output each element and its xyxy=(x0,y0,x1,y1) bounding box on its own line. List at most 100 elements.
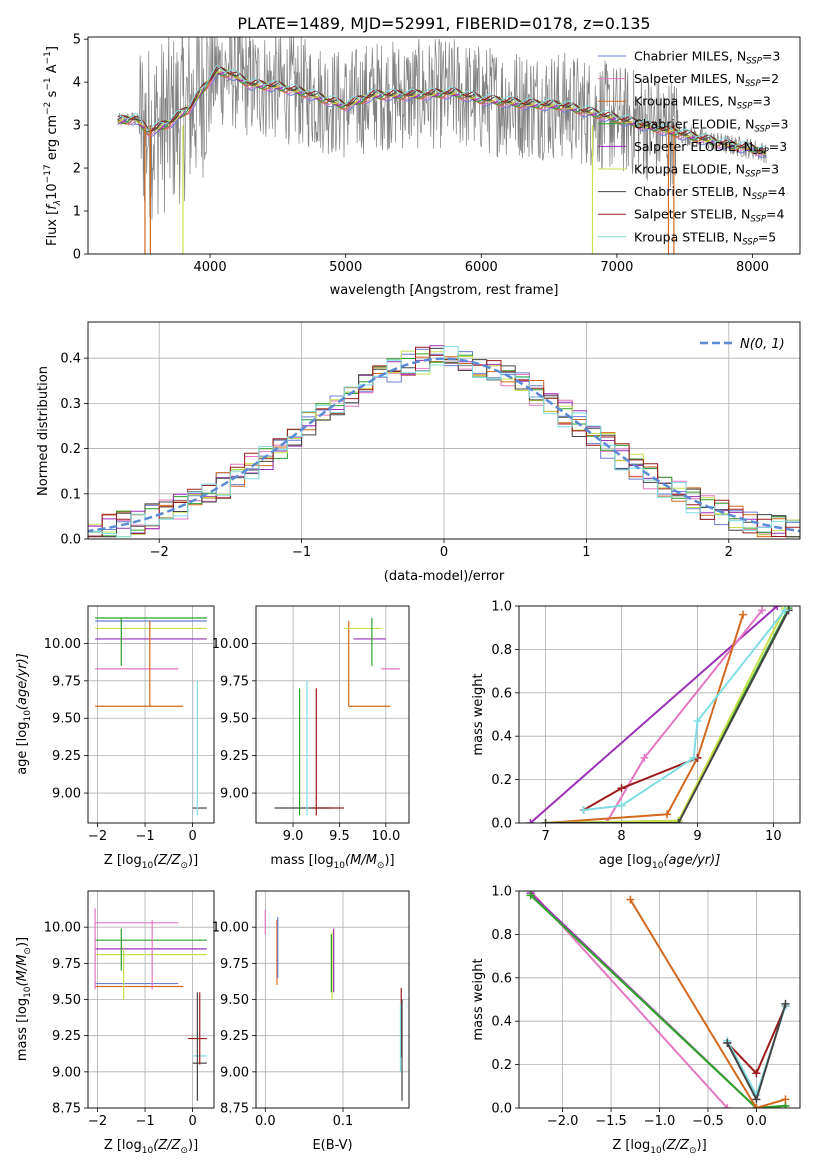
y-tick-label: 9.00 xyxy=(220,1065,249,1080)
y-tick-label: 5 xyxy=(73,33,81,48)
data-point xyxy=(781,1095,789,1103)
y-tick-label: 9.75 xyxy=(52,957,81,972)
x-axis-label: Z [log10(Z/Z⊙)] xyxy=(104,853,198,871)
axes-frame xyxy=(519,606,800,823)
x-tick-label: −1 xyxy=(135,829,154,844)
y-tick-label: 2 xyxy=(73,162,81,177)
x-axis-label: mass [log10(M/M⊙)] xyxy=(270,853,394,871)
y-tick-label: 1.0 xyxy=(491,600,512,615)
y-tick-label: 9.50 xyxy=(220,712,249,727)
y-tick-label: 0.4 xyxy=(491,730,512,745)
x-tick-label: 0 xyxy=(188,829,196,844)
y-tick-label: 8.75 xyxy=(52,1102,81,1117)
y-tick-label: 0.8 xyxy=(491,928,512,943)
massweight-line xyxy=(546,608,785,823)
grid xyxy=(519,606,800,823)
x-tick-label: 2 xyxy=(725,545,733,560)
y-tick-label: 9.00 xyxy=(52,1065,81,1080)
x-tick-label: 8 xyxy=(617,829,625,844)
y-tick-label: 10.00 xyxy=(212,637,249,652)
y-axis-label: mass weight xyxy=(471,673,486,755)
massweight-line xyxy=(546,610,789,823)
y-axis-label: mass weight xyxy=(471,958,486,1040)
x-tick-label: −0.5 xyxy=(692,1114,724,1129)
y-axis-label: age [log10(age/yr)] xyxy=(15,653,33,775)
legend-label: Chabrier MILES, NSSP=3 xyxy=(634,49,780,67)
x-tick-label: 0.1 xyxy=(333,1114,354,1129)
y-axis-label: Flux [fλ10−17 erg cm−2 s−1 A−1] xyxy=(43,46,63,246)
y-tick-label: 9.75 xyxy=(220,674,249,689)
x-tick-label: −1 xyxy=(135,1114,154,1129)
y-tick-label: 9.00 xyxy=(220,787,249,802)
x-tick-label: 0 xyxy=(440,545,448,560)
y-tick-label: 0 xyxy=(73,248,81,263)
x-axis-label: age [log10(age/yr)] xyxy=(599,853,721,871)
x-tick-label: 1 xyxy=(582,545,590,560)
legend-label: Chabrier STELIB, NSSP=4 xyxy=(634,184,786,202)
y-tick-label: 9.75 xyxy=(52,674,81,689)
y-tick-label: 9.75 xyxy=(220,957,249,972)
y-tick-label: 0.6 xyxy=(491,971,512,986)
plot-area xyxy=(526,602,792,827)
y-axis-label: mass [log10(M/M⊙)] xyxy=(15,937,33,1061)
data-point xyxy=(663,810,671,818)
y-tick-label: 0.0 xyxy=(60,533,81,548)
y-tick-label: 0.0 xyxy=(491,817,512,832)
x-tick-label: 10.0 xyxy=(371,829,400,844)
y-tick-label: 1.0 xyxy=(491,885,512,900)
plot-area xyxy=(95,618,207,816)
data-point xyxy=(580,806,588,814)
legend-label: Salpeter STELIB, NSSP=4 xyxy=(634,207,784,225)
y-tick-label: 10.00 xyxy=(212,921,249,936)
legend-label: Salpeter ELODIE, NSSP=3 xyxy=(634,139,787,157)
y-tick-label: 9.00 xyxy=(52,787,81,802)
y-tick-label: 0.1 xyxy=(60,487,81,502)
figure-title: PLATE=1489, MJD=52991, FIBERID=0178, z=0… xyxy=(237,14,650,33)
x-axis-label: wavelength [Angstrom, rest frame] xyxy=(330,283,559,298)
x-tick-label: −2 xyxy=(88,829,107,844)
x-tick-label: −2.0 xyxy=(547,1114,579,1129)
y-tick-label: 0.4 xyxy=(491,1015,512,1030)
x-tick-label: 9 xyxy=(693,829,701,844)
data-point xyxy=(739,611,747,619)
y-tick-label: 9.25 xyxy=(52,1029,81,1044)
x-tick-label: 4000 xyxy=(194,260,227,275)
x-tick-label: 0.0 xyxy=(255,1114,276,1129)
x-axis-label: (data-model)/error xyxy=(384,569,505,584)
massweight-line xyxy=(546,608,789,823)
legend-label: Kroupa ELODIE, NSSP=3 xyxy=(634,162,779,180)
plot-area xyxy=(60,346,819,537)
grid xyxy=(256,606,409,823)
massweight-line xyxy=(584,610,785,810)
y-tick-label: 0.4 xyxy=(60,352,81,367)
legend-label: N(0, 1) xyxy=(740,337,785,352)
y-tick-label: 4 xyxy=(73,76,81,91)
y-tick-label: 0.2 xyxy=(491,773,512,788)
y-tick-label: 9.25 xyxy=(52,749,81,764)
y-tick-label: 9.25 xyxy=(220,749,249,764)
y-tick-label: 0.0 xyxy=(491,1102,512,1117)
legend-label: Salpeter MILES, NSSP=2 xyxy=(634,71,779,89)
x-axis-label: Z [log10(Z/Z⊙)] xyxy=(612,1138,706,1156)
x-tick-label: 7 xyxy=(541,829,549,844)
massweight-line xyxy=(546,615,743,823)
y-tick-label: 9.50 xyxy=(52,993,81,1008)
x-tick-label: −1 xyxy=(292,545,311,560)
y-tick-label: 10.00 xyxy=(44,921,81,936)
y-tick-label: 9.50 xyxy=(220,993,249,1008)
y-tick-label: 0.8 xyxy=(491,643,512,658)
x-tick-label: −2 xyxy=(150,545,169,560)
y-axis-label: Normed distribution xyxy=(36,366,51,496)
y-tick-label: 0.6 xyxy=(491,686,512,701)
y-tick-label: 10.00 xyxy=(44,637,81,652)
x-axis-label: Z [log10(Z/Z⊙)] xyxy=(104,1138,198,1156)
